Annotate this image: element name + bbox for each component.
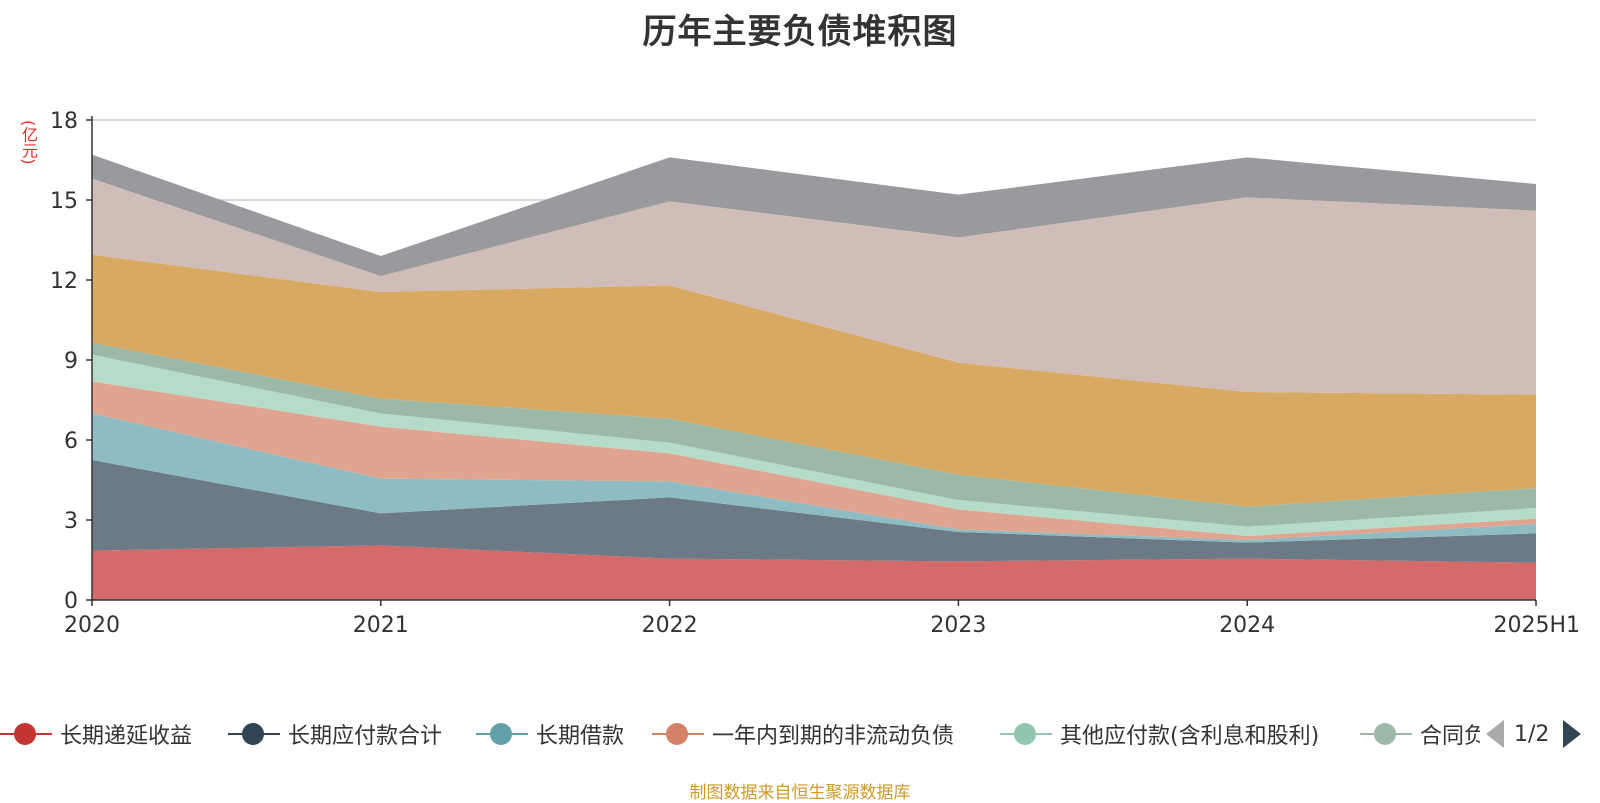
data-source-note: 制图数据来自恒生聚源数据库	[689, 783, 911, 803]
y-tick-label: 9	[64, 349, 78, 374]
legend-label: 一年内到期的非流动负债	[712, 724, 955, 749]
x-tick-label: 2025H1	[1493, 613, 1580, 638]
y-axis-unit-label: (亿元)	[19, 120, 38, 165]
area-series-6[interactable]	[92, 254, 1536, 507]
legend-marker-icon	[0, 722, 52, 746]
area-series-1[interactable]	[92, 460, 1536, 563]
legend-label: 合同负债	[1420, 724, 1480, 749]
area-series-4[interactable]	[92, 354, 1536, 536]
area-series-8[interactable]	[92, 154, 1536, 276]
legend-next-arrow-icon[interactable]	[1563, 720, 1582, 748]
legend-item-4[interactable]: 其他应付款(含利息和股利)	[1000, 716, 1319, 752]
area-series-5[interactable]	[92, 342, 1536, 527]
y-tick-label: 15	[50, 189, 78, 214]
legend-item-3[interactable]: 一年内到期的非流动负债	[652, 716, 954, 752]
legend-label: 长期借款	[536, 724, 625, 749]
x-tick-label: 2022	[642, 613, 698, 638]
legend-marker-icon	[476, 722, 528, 746]
x-tick-label: 2024	[1219, 613, 1275, 638]
area-series-group	[92, 154, 1536, 600]
area-series-0[interactable]	[92, 545, 1536, 600]
legend-item-2[interactable]: 长期借款	[476, 716, 624, 752]
area-series-7[interactable]	[92, 178, 1536, 395]
legend-label: 长期应付款合计	[288, 724, 443, 749]
y-tick-label: 3	[64, 509, 78, 534]
legend-pager: 1/2	[1486, 716, 1582, 752]
legend-item-0[interactable]: 长期递延收益	[0, 716, 192, 752]
legend-prev-arrow-icon[interactable]	[1486, 720, 1504, 748]
legend-item-1[interactable]: 长期应付款合计	[228, 716, 442, 752]
legend-label: 长期递延收益	[60, 724, 193, 749]
legend-item-5[interactable]: 合同负债	[1360, 716, 1480, 752]
x-tick-label: 2021	[353, 613, 409, 638]
legend-label: 其他应付款(含利息和股利)	[1060, 724, 1320, 749]
legend: 长期递延收益 长期应付款合计 长期借款 一年内到期的非流动负债 其他应付款(含利息和股利…	[0, 716, 1600, 752]
chart-title: 历年主要负债堆积图	[642, 12, 958, 52]
y-tick-label: 12	[50, 269, 78, 294]
stacked-area-chart: 0 3 6 9 12 15 18 2020 2021 2022 2023 2024 2025H1	[50, 109, 1580, 638]
legend-page-indicator: 1/2	[1514, 721, 1550, 747]
legend-marker-icon	[228, 722, 280, 746]
x-tick-label: 2023	[930, 613, 986, 638]
legend-marker-icon	[1360, 722, 1412, 746]
y-tick-label: 6	[64, 429, 78, 454]
area-series-3[interactable]	[92, 381, 1536, 540]
legend-items: 长期递延收益 长期应付款合计 长期借款 一年内到期的非流动负债 其他应付款(含利息和股利…	[0, 716, 1480, 752]
legend-marker-icon	[1000, 722, 1052, 746]
y-tick-label: 18	[50, 109, 78, 134]
x-tick-label: 2020	[64, 613, 120, 638]
legend-marker-icon	[652, 722, 704, 746]
axes: 0 3 6 9 12 15 18 2020 2021 2022 2023 2024 2025H1	[50, 109, 1580, 638]
y-tick-label: 0	[64, 589, 78, 614]
